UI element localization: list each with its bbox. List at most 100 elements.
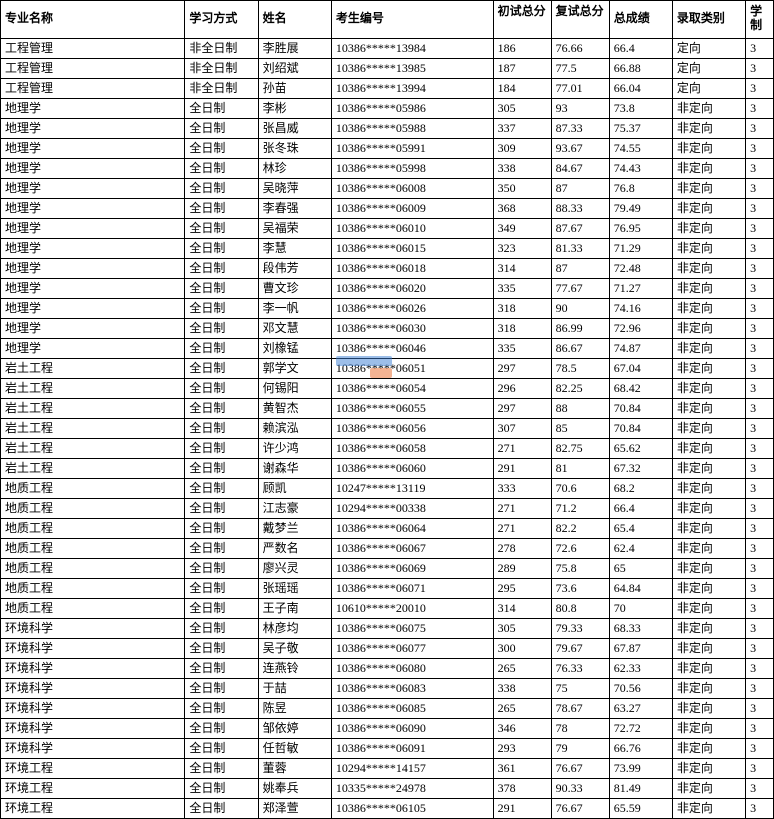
cell: 董蓉 — [258, 759, 331, 779]
cell: 王子南 — [258, 599, 331, 619]
cell: 297 — [493, 359, 551, 379]
cell: 地理学 — [1, 299, 185, 319]
cell: 337 — [493, 119, 551, 139]
cell: 72.96 — [609, 319, 672, 339]
cell: 全日制 — [185, 419, 258, 439]
table-row: 岩土工程全日制何锡阳10386*****0605429682.2568.42非定… — [1, 379, 774, 399]
cell: 72.6 — [551, 539, 609, 559]
cell: 定向 — [672, 39, 745, 59]
cell: 10386*****06071 — [331, 579, 493, 599]
cell: 74.87 — [609, 339, 672, 359]
cell: 10386*****06030 — [331, 319, 493, 339]
cell: 335 — [493, 279, 551, 299]
cell: 非定向 — [672, 439, 745, 459]
cell: 非定向 — [672, 679, 745, 699]
cell: 289 — [493, 559, 551, 579]
cell: 3 — [746, 319, 774, 339]
cell: 全日制 — [185, 639, 258, 659]
cell: 环境工程 — [1, 799, 185, 819]
cell: 314 — [493, 259, 551, 279]
cell: 10386*****13984 — [331, 39, 493, 59]
cell: 67.32 — [609, 459, 672, 479]
cell: 3 — [746, 779, 774, 799]
table-row: 地质工程全日制王子南10610*****2001031480.870非定向3 — [1, 599, 774, 619]
cell: 曹文珍 — [258, 279, 331, 299]
cell: 338 — [493, 159, 551, 179]
cell: 65.4 — [609, 519, 672, 539]
cell: 环境科学 — [1, 739, 185, 759]
cell: 非定向 — [672, 199, 745, 219]
cell: 81.33 — [551, 239, 609, 259]
cell: 10386*****06105 — [331, 799, 493, 819]
cell: 305 — [493, 99, 551, 119]
cell: 非定向 — [672, 279, 745, 299]
cell: 318 — [493, 319, 551, 339]
cell: 346 — [493, 719, 551, 739]
cell: 361 — [493, 759, 551, 779]
table-row: 地质工程全日制江志豪10294*****0033827171.266.4非定向3 — [1, 499, 774, 519]
cell: 3 — [746, 79, 774, 99]
cell: 87 — [551, 179, 609, 199]
table-row: 环境科学全日制陈昱10386*****0608526578.6763.27非定向… — [1, 699, 774, 719]
cell: 85 — [551, 419, 609, 439]
cell: 全日制 — [185, 759, 258, 779]
table-row: 地理学全日制吴福荣10386*****0601034987.6776.95非定向… — [1, 219, 774, 239]
cell: 非定向 — [672, 659, 745, 679]
cell: 67.87 — [609, 639, 672, 659]
table-row: 工程管理非全日制李胜展10386*****1398418676.6666.4定向… — [1, 39, 774, 59]
cell: 全日制 — [185, 799, 258, 819]
table-row: 岩土工程全日制郭学文10386*****0605129778.567.04非定向… — [1, 359, 774, 379]
cell: 10386*****06080 — [331, 659, 493, 679]
cell: 3 — [746, 599, 774, 619]
cell: 10386*****06054 — [331, 379, 493, 399]
table-row: 环境科学全日制吴子敬10386*****0607730079.6767.87非定… — [1, 639, 774, 659]
table-row: 环境科学全日制林彦均10386*****0607530579.3368.33非定… — [1, 619, 774, 639]
table-row: 岩土工程全日制谢森华10386*****060602918167.32非定向3 — [1, 459, 774, 479]
cell: 3 — [746, 559, 774, 579]
cell: 赖滨泓 — [258, 419, 331, 439]
cell: 71.27 — [609, 279, 672, 299]
cell: 3 — [746, 539, 774, 559]
cell: 3 — [746, 719, 774, 739]
cell: 10610*****20010 — [331, 599, 493, 619]
cell: 3 — [746, 239, 774, 259]
cell: 非定向 — [672, 339, 745, 359]
cell: 非定向 — [672, 799, 745, 819]
table-row: 地理学全日制刘橡锰10386*****0604633586.6774.87非定向… — [1, 339, 774, 359]
cell: 10386*****06055 — [331, 399, 493, 419]
cell: 3 — [746, 299, 774, 319]
table-row: 地理学全日制段伟芳10386*****060183148772.48非定向3 — [1, 259, 774, 279]
table-row: 地理学全日制曹文珍10386*****0602033577.6771.27非定向… — [1, 279, 774, 299]
cell: 黄智杰 — [258, 399, 331, 419]
cell: 全日制 — [185, 99, 258, 119]
col-total: 总成绩 — [609, 1, 672, 39]
cell: 10386*****06067 — [331, 539, 493, 559]
cell: 10386*****13994 — [331, 79, 493, 99]
cell: 3 — [746, 119, 774, 139]
cell: 地质工程 — [1, 479, 185, 499]
cell: 350 — [493, 179, 551, 199]
cell: 87.67 — [551, 219, 609, 239]
cell: 地质工程 — [1, 599, 185, 619]
cell: 李彬 — [258, 99, 331, 119]
table-row: 环境工程全日制姚奉兵10335*****2497837890.3381.49非定… — [1, 779, 774, 799]
cell: 76.66 — [551, 39, 609, 59]
table-row: 环境工程全日制郑泽萱10386*****0610529176.6765.59非定… — [1, 799, 774, 819]
table-row: 地理学全日制李春强10386*****0600936888.3379.49非定向… — [1, 199, 774, 219]
cell: 非定向 — [672, 259, 745, 279]
cell: 314 — [493, 599, 551, 619]
cell: 72.72 — [609, 719, 672, 739]
cell: 全日制 — [185, 779, 258, 799]
cell: 郑泽萱 — [258, 799, 331, 819]
cell: 全日制 — [185, 279, 258, 299]
cell: 全日制 — [185, 599, 258, 619]
cell: 76.67 — [551, 759, 609, 779]
cell: 非定向 — [672, 299, 745, 319]
table-row: 地理学全日制李彬10386*****059863059373.8非定向3 — [1, 99, 774, 119]
cell: 10386*****06090 — [331, 719, 493, 739]
cell: 非定向 — [672, 359, 745, 379]
cell: 地理学 — [1, 159, 185, 179]
cell: 张昌威 — [258, 119, 331, 139]
cell: 孙苗 — [258, 79, 331, 99]
cell: 3 — [746, 739, 774, 759]
